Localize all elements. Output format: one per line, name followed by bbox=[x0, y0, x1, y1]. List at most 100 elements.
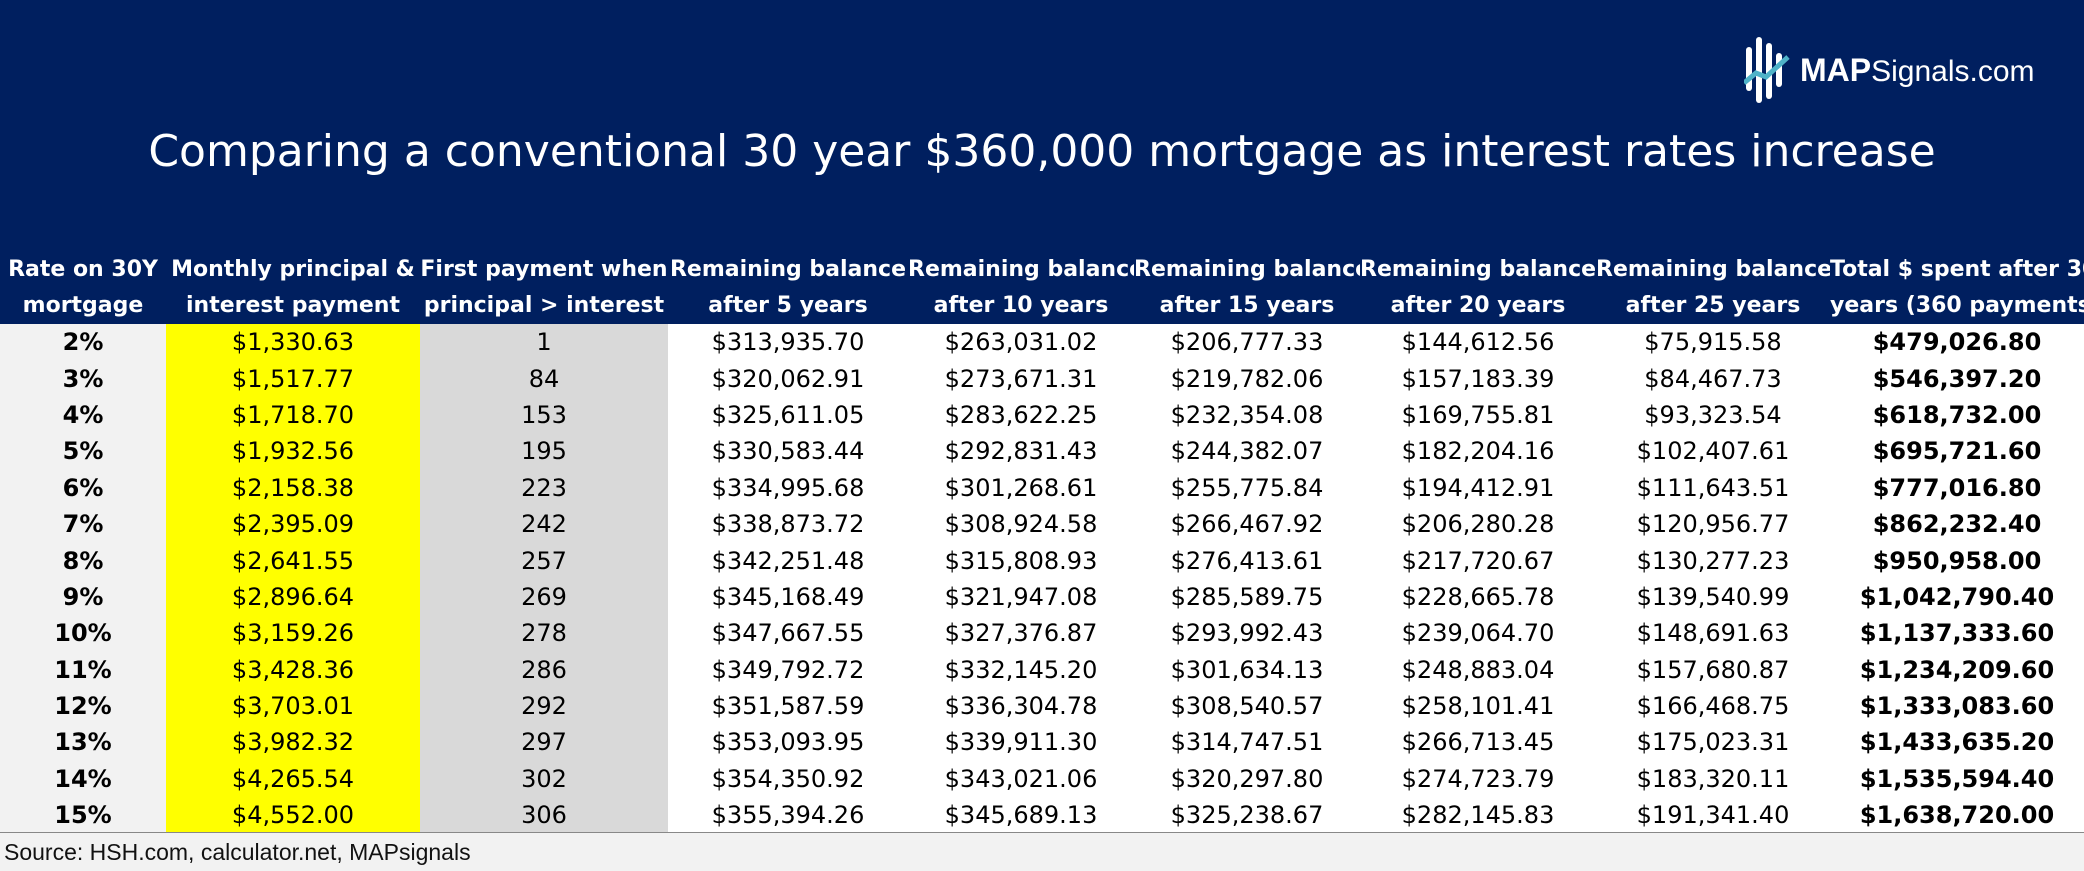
cell-monthly-payment: $2,896.64 bbox=[166, 578, 420, 616]
cell-monthly-payment: $1,517.77 bbox=[166, 360, 420, 397]
cell-rate: 5% bbox=[0, 433, 166, 470]
cell-balance-20y: $206,280.28 bbox=[1401, 510, 1555, 539]
column-header-line: Total $ spent after 30 bbox=[1830, 257, 2084, 282]
cell-total-spent: $950,958.00 bbox=[1872, 546, 2042, 575]
cell-total-spent: $1,042,790.40 bbox=[1859, 582, 2055, 611]
cell-balance-25y: $148,691.63 bbox=[1636, 619, 1790, 648]
cell-first-payment: 84 bbox=[420, 360, 668, 397]
cell-balance-25y: $183,320.11 bbox=[1636, 764, 1790, 793]
cell-balance-15y: $255,775.84 bbox=[1170, 473, 1324, 502]
brand-logo[interactable]: MAPSignals.com bbox=[1744, 30, 2035, 110]
cell-first-payment: 242 bbox=[420, 505, 668, 543]
cell-balance-10y: $273,671.31 bbox=[944, 364, 1098, 393]
cell-balance-10y: $336,304.78 bbox=[944, 692, 1098, 721]
cell-balance-20y: $217,720.67 bbox=[1401, 546, 1555, 575]
mapsignals-logo-icon bbox=[1744, 33, 1790, 107]
cell-first-payment: 195 bbox=[420, 433, 668, 470]
brand-bold: MAP bbox=[1800, 51, 1872, 88]
column-header-line: principal > interest bbox=[423, 293, 665, 318]
cell-rate: 9% bbox=[0, 578, 166, 616]
table-row: 6% $2,158.38 223 $334,995.68 $301,268.61 $255… bbox=[0, 469, 2084, 506]
cell-monthly-payment: $4,265.54 bbox=[166, 760, 420, 798]
column-header-line: Remaining balance bbox=[669, 257, 907, 282]
cell-first-payment: 1 bbox=[420, 324, 668, 361]
cell-balance-15y: $314,747.51 bbox=[1170, 728, 1324, 757]
table-row: 8% $2,641.55 257 $342,251.48 $315,808.93 $276… bbox=[0, 542, 2084, 579]
column-header-line: mortgage bbox=[22, 293, 144, 318]
cell-balance-20y: $228,665.78 bbox=[1401, 582, 1555, 611]
cell-balance-5y: $345,168.49 bbox=[711, 582, 865, 611]
cell-balance-25y: $157,680.87 bbox=[1636, 655, 1790, 684]
cell-balance-20y: $274,723.79 bbox=[1401, 764, 1555, 793]
cell-balance-5y: $313,935.70 bbox=[711, 328, 865, 357]
cell-monthly-payment: $4,552.00 bbox=[166, 797, 420, 834]
column-header-line: Monthly principal & bbox=[171, 257, 415, 282]
cell-balance-25y: $191,341.40 bbox=[1636, 801, 1790, 830]
cell-balance-15y: $308,540.57 bbox=[1170, 692, 1324, 721]
cell-first-payment: 302 bbox=[420, 760, 668, 798]
cell-balance-5y: $342,251.48 bbox=[711, 546, 865, 575]
cell-balance-5y: $355,394.26 bbox=[711, 801, 865, 830]
cell-balance-20y: $169,755.81 bbox=[1401, 400, 1555, 429]
cell-balance-20y: $182,204.16 bbox=[1401, 437, 1555, 466]
column-header-line: Remaining balance bbox=[1596, 257, 1830, 282]
cell-balance-10y: $301,268.61 bbox=[944, 473, 1098, 502]
table-row: 4% $1,718.70 153 $325,611.05 $283,622.25 $232… bbox=[0, 396, 2084, 434]
table-row: 2% $1,330.63 1 $313,935.70 $263,031.02 $206,7… bbox=[0, 324, 2084, 361]
table-row: 9% $2,896.64 269 $345,168.49 $321,947.08 $285… bbox=[0, 578, 2084, 616]
cell-balance-15y: $266,467.92 bbox=[1170, 510, 1324, 539]
cell-monthly-payment: $1,330.63 bbox=[166, 324, 420, 361]
cell-first-payment: 269 bbox=[420, 578, 668, 616]
page-title: Comparing a conventional 30 year $360,00… bbox=[148, 126, 1936, 177]
table-row: 11% $3,428.36 286 $349,792.72 $332,145.20 $30… bbox=[0, 651, 2084, 688]
column-header-line: after 15 years bbox=[1159, 293, 1335, 318]
cell-rate: 11% bbox=[0, 651, 166, 688]
cell-first-payment: 292 bbox=[420, 687, 668, 725]
cell-balance-5y: $330,583.44 bbox=[711, 437, 865, 466]
cell-balance-20y: $157,183.39 bbox=[1401, 364, 1555, 393]
cell-balance-15y: $206,777.33 bbox=[1170, 328, 1324, 357]
column-header-line: after 5 years bbox=[708, 293, 868, 318]
column-header-line: interest payment bbox=[186, 293, 400, 318]
column-header-line: Rate on 30Y bbox=[8, 257, 158, 282]
cell-balance-15y: $293,992.43 bbox=[1170, 619, 1324, 648]
cell-first-payment: 306 bbox=[420, 797, 668, 834]
cell-first-payment: 223 bbox=[420, 469, 668, 506]
column-header-balance-20y: Remaining balance after 20 years bbox=[1360, 252, 1596, 324]
column-header-first-payment: First payment when principal > interest bbox=[420, 252, 668, 324]
cell-balance-15y: $301,634.13 bbox=[1170, 655, 1324, 684]
cell-balance-25y: $120,956.77 bbox=[1636, 510, 1790, 539]
cell-balance-25y: $175,023.31 bbox=[1636, 728, 1790, 757]
cell-total-spent: $1,137,333.60 bbox=[1859, 619, 2055, 648]
cell-balance-10y: $327,376.87 bbox=[944, 619, 1098, 648]
cell-balance-5y: $349,792.72 bbox=[711, 655, 865, 684]
cell-balance-25y: $130,277.23 bbox=[1636, 546, 1790, 575]
cell-monthly-payment: $1,932.56 bbox=[166, 433, 420, 470]
cell-rate: 13% bbox=[0, 724, 166, 761]
cell-monthly-payment: $2,158.38 bbox=[166, 469, 420, 506]
column-header-balance-15y: Remaining balance after 15 years bbox=[1134, 252, 1360, 324]
column-header-line: Remaining balance bbox=[1134, 257, 1360, 282]
cell-total-spent: $1,234,209.60 bbox=[1859, 655, 2055, 684]
source-note: Source: HSH.com, calculator.net, MAPsign… bbox=[0, 832, 2084, 871]
cell-balance-25y: $166,468.75 bbox=[1636, 692, 1790, 721]
table-row: 10% $3,159.26 278 $347,667.55 $327,376.87 $29… bbox=[0, 615, 2084, 652]
cell-monthly-payment: $3,703.01 bbox=[166, 687, 420, 725]
cell-total-spent: $479,026.80 bbox=[1872, 328, 2042, 357]
cell-balance-5y: $334,995.68 bbox=[711, 473, 865, 502]
cell-balance-10y: $343,021.06 bbox=[944, 764, 1098, 793]
cell-total-spent: $1,535,594.40 bbox=[1859, 764, 2055, 793]
cell-balance-25y: $111,643.51 bbox=[1636, 473, 1790, 502]
cell-total-spent: $1,433,635.20 bbox=[1859, 728, 2055, 757]
cell-balance-10y: $321,947.08 bbox=[944, 582, 1098, 611]
cell-rate: 2% bbox=[0, 324, 166, 361]
column-header-balance-5y: Remaining balance after 5 years bbox=[668, 252, 908, 324]
cell-monthly-payment: $3,159.26 bbox=[166, 615, 420, 652]
cell-balance-15y: $325,238.67 bbox=[1170, 801, 1324, 830]
cell-first-payment: 257 bbox=[420, 542, 668, 579]
cell-monthly-payment: $2,641.55 bbox=[166, 542, 420, 579]
column-header-line: after 20 years bbox=[1390, 293, 1566, 318]
column-header-balance-25y: Remaining balance after 25 years bbox=[1596, 252, 1830, 324]
cell-balance-10y: $345,689.13 bbox=[944, 801, 1098, 830]
table-row: 3% $1,517.77 84 $320,062.91 $273,671.31 $219,… bbox=[0, 360, 2084, 397]
